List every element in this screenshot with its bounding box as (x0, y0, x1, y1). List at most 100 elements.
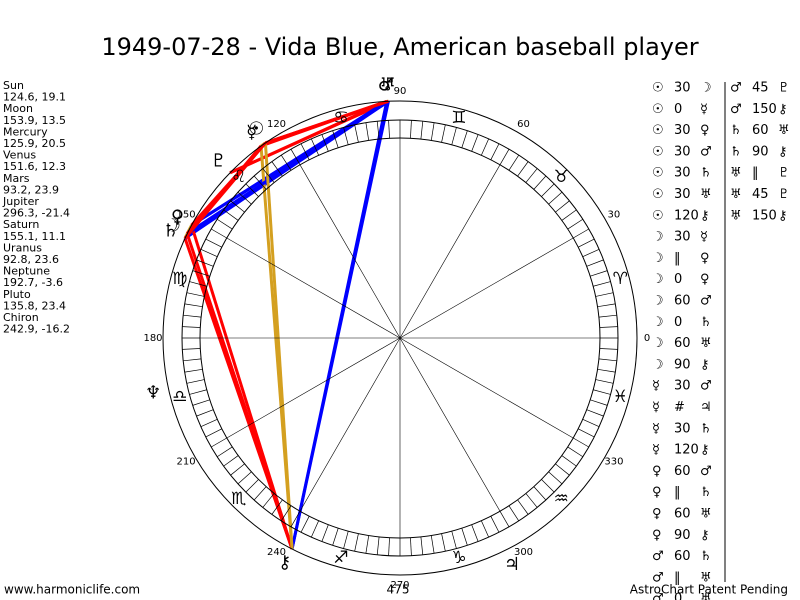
aspect-angle: ‖ (752, 166, 759, 181)
degree-label: 270 (390, 580, 409, 591)
aspect-planet: ♄ (730, 144, 742, 159)
aspect-planet: ♂ (652, 549, 664, 564)
sign-glyph: ♉ (554, 167, 569, 187)
ring-tick (245, 183, 259, 197)
ring-tick (461, 528, 468, 546)
ring-tick (183, 314, 202, 318)
degree-label: 300 (514, 547, 533, 558)
aspect-planet: ☉ (652, 144, 664, 159)
aspect-planet: ♇ (778, 187, 790, 202)
degree-label: 120 (267, 119, 286, 130)
aspect-planet: ☿ (700, 230, 708, 245)
planet-coords: 151.6, 12.3 (3, 160, 66, 173)
ring-tick (499, 511, 510, 527)
aspect-planet: ☉ (652, 187, 664, 202)
degree-label: 240 (267, 547, 286, 558)
ring-tick (525, 168, 538, 183)
planet-name: Sun (3, 79, 24, 92)
ring-tick (471, 524, 479, 542)
ring-tick (595, 379, 614, 384)
aspect-planet: ♅ (700, 187, 712, 202)
ring-tick (216, 218, 233, 230)
aspect-angle: 150 (752, 102, 777, 117)
sign-glyph: ♋ (333, 108, 348, 128)
ring-tick (573, 437, 589, 448)
footer-right: AstroChart Patent Pending (630, 583, 788, 597)
house-spoke (399, 237, 574, 339)
ring-tick (598, 314, 617, 318)
planet-coords: 93.2, 23.9 (3, 183, 59, 196)
house-spoke (399, 337, 501, 512)
aspect-planet: ♅ (700, 507, 712, 522)
planet-coords: 124.6, 19.1 (3, 91, 66, 104)
planet-glyph: ♀ (171, 207, 184, 228)
aspect-planet: ⚷ (700, 443, 710, 458)
aspect-planet: ☽ (652, 357, 664, 372)
aspect-planet: ♃ (700, 400, 712, 415)
aspect-planet: ♄ (730, 123, 742, 138)
planet-glyph: ⚷ (278, 552, 291, 573)
ring-tick (490, 143, 500, 160)
aspect-planet: ☿ (700, 102, 708, 117)
ring-tick (262, 168, 275, 183)
ring-tick (582, 419, 600, 427)
ring-tick (567, 218, 584, 230)
ring-tick (376, 121, 380, 140)
aspect-planet: ♂ (700, 464, 712, 479)
ring-tick (517, 499, 529, 515)
planet-name: Chiron (3, 311, 39, 324)
ring-tick (541, 479, 555, 493)
aspect-planet: ♄ (700, 549, 712, 564)
aspect-planet: ♄ (700, 485, 712, 500)
sign-glyph: ♎ (172, 387, 187, 407)
planet-name: Neptune (3, 265, 50, 278)
ring-tick (541, 183, 555, 197)
ring-tick (205, 238, 222, 248)
ring-tick (567, 446, 584, 458)
aspect-planet: ☉ (652, 102, 664, 117)
ring-tick (481, 138, 489, 156)
ring-tick (430, 122, 435, 141)
house-spoke (399, 337, 574, 439)
aspect-planet: ♂ (730, 102, 742, 117)
aspect-angle: ‖ (674, 485, 681, 500)
aspect-angle: 45 (752, 187, 769, 202)
aspect-angle: 120 (674, 208, 699, 223)
aspect-planet: ♂ (700, 379, 712, 394)
degree-label: 60 (517, 119, 530, 130)
aspect-planet: ♀ (652, 485, 662, 500)
aspect-line (229, 100, 388, 175)
aspect-planet: ♀ (652, 528, 662, 543)
sign-glyph: ♏ (231, 489, 246, 509)
planet-glyph: ☿ (246, 122, 257, 143)
ring-tick (237, 191, 252, 205)
aspect-planet: ☿ (652, 379, 660, 394)
aspect-planet: ☽ (652, 251, 664, 266)
aspect-angle: 0 (674, 102, 682, 117)
aspect-planet: ⚷ (778, 208, 788, 223)
degree-label: 330 (604, 457, 623, 468)
ring-tick (253, 486, 267, 501)
aspect-angle: 30 (674, 379, 691, 394)
aspect-line (290, 101, 389, 550)
ring-tick (237, 471, 252, 485)
aspect-planet: ☉ (652, 208, 664, 223)
ring-tick (311, 520, 319, 538)
ring-tick (451, 531, 457, 549)
aspect-planet: ☿ (652, 400, 660, 415)
aspect-angle: ‖ (674, 251, 681, 266)
planet-glyph: ♂ (378, 74, 394, 95)
ring-tick (280, 505, 292, 522)
ring-tick (441, 533, 446, 552)
ring-tick (230, 463, 245, 476)
ring-tick (184, 303, 203, 308)
ring-tick (599, 326, 618, 328)
ring-tick (555, 463, 570, 476)
planet-glyph: ☽ (165, 216, 181, 237)
aspect-angle: 45 (752, 81, 769, 96)
aspect-planet: ⚷ (700, 528, 710, 543)
aspect-planet: ♀ (700, 123, 710, 138)
ring-tick (561, 209, 577, 221)
